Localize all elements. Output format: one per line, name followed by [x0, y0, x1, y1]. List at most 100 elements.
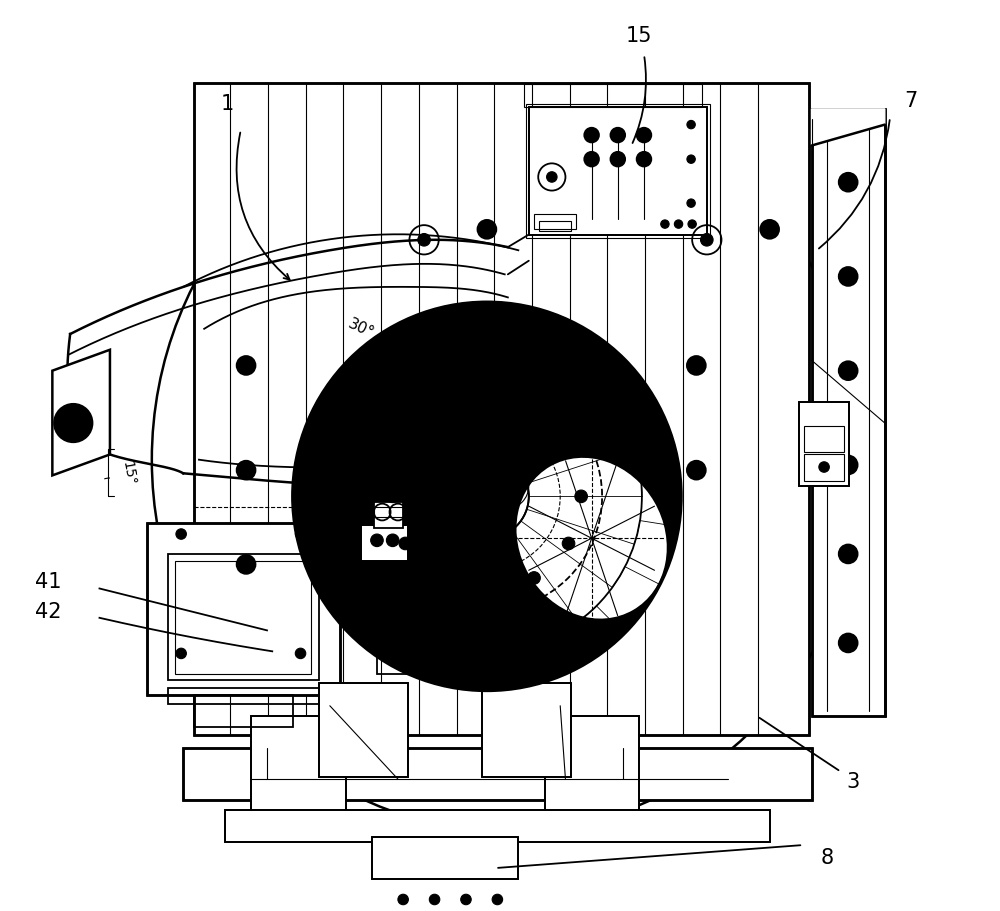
Circle shape — [371, 534, 383, 547]
Text: 15: 15 — [625, 26, 652, 46]
Text: 30°: 30° — [346, 316, 377, 342]
Bar — [251, 716, 346, 821]
Circle shape — [528, 408, 540, 421]
Bar — [175, 561, 311, 674]
Circle shape — [839, 456, 858, 475]
Circle shape — [839, 545, 858, 563]
Bar — [545, 716, 639, 821]
Circle shape — [477, 220, 496, 239]
Bar — [225, 811, 770, 842]
Circle shape — [562, 443, 575, 456]
Text: 1: 1 — [221, 94, 234, 114]
Circle shape — [54, 404, 92, 442]
Bar — [374, 502, 403, 527]
Text: 7: 7 — [904, 90, 918, 110]
Bar — [183, 748, 812, 800]
Circle shape — [688, 220, 696, 229]
Bar — [524, 84, 702, 107]
Bar — [372, 836, 518, 878]
Bar — [183, 748, 812, 800]
Circle shape — [398, 895, 408, 905]
Circle shape — [237, 461, 255, 479]
Bar — [168, 688, 319, 703]
Circle shape — [481, 395, 493, 408]
Bar — [812, 109, 885, 716]
Circle shape — [839, 173, 858, 191]
Circle shape — [760, 220, 779, 239]
Circle shape — [176, 528, 186, 539]
Bar — [529, 107, 707, 234]
Circle shape — [687, 155, 695, 163]
Bar — [804, 455, 844, 481]
Circle shape — [418, 233, 430, 246]
Circle shape — [687, 120, 695, 128]
Polygon shape — [52, 350, 110, 476]
Bar — [482, 682, 571, 777]
Circle shape — [386, 490, 399, 503]
Bar — [194, 83, 809, 735]
Circle shape — [295, 528, 306, 539]
Circle shape — [584, 128, 599, 142]
Bar — [529, 107, 707, 234]
Circle shape — [386, 534, 399, 547]
Circle shape — [575, 490, 587, 503]
Bar — [147, 523, 340, 695]
Circle shape — [458, 467, 516, 526]
Circle shape — [584, 152, 599, 167]
Circle shape — [429, 895, 440, 905]
Bar — [225, 811, 770, 842]
Bar — [534, 213, 576, 230]
Circle shape — [528, 572, 540, 584]
Bar — [526, 104, 710, 238]
Bar — [545, 716, 639, 821]
Text: 15°: 15° — [120, 460, 138, 486]
Bar — [372, 836, 518, 878]
Bar — [374, 507, 403, 517]
Bar — [319, 682, 408, 777]
Bar — [539, 221, 571, 231]
Bar — [168, 554, 319, 680]
Text: B: B — [429, 405, 444, 425]
Bar — [361, 525, 408, 561]
Circle shape — [399, 537, 412, 549]
Circle shape — [481, 584, 493, 597]
Circle shape — [610, 128, 625, 142]
Circle shape — [674, 220, 683, 229]
Text: 3: 3 — [847, 773, 860, 793]
Bar — [482, 682, 571, 777]
Ellipse shape — [516, 457, 668, 619]
Circle shape — [637, 128, 651, 142]
Circle shape — [434, 572, 446, 584]
Bar — [194, 695, 293, 727]
Bar — [377, 638, 429, 674]
Circle shape — [687, 461, 706, 479]
Circle shape — [839, 362, 858, 380]
Circle shape — [547, 172, 557, 182]
Circle shape — [701, 233, 713, 246]
Text: 42: 42 — [35, 601, 61, 621]
Bar — [812, 109, 885, 716]
Polygon shape — [812, 109, 885, 146]
Bar — [361, 525, 408, 561]
Text: 8: 8 — [821, 847, 834, 867]
Circle shape — [237, 356, 255, 374]
Bar — [319, 682, 408, 777]
Circle shape — [839, 267, 858, 286]
Bar — [376, 495, 393, 503]
Circle shape — [399, 443, 412, 456]
Bar — [799, 402, 849, 486]
Circle shape — [295, 648, 306, 659]
Circle shape — [176, 648, 186, 659]
Bar — [799, 402, 849, 486]
Bar — [194, 83, 809, 735]
Bar — [435, 638, 487, 674]
Circle shape — [461, 895, 471, 905]
Circle shape — [661, 220, 669, 229]
Circle shape — [819, 462, 829, 472]
Circle shape — [637, 152, 651, 167]
Circle shape — [492, 895, 503, 905]
Bar — [372, 486, 398, 505]
Circle shape — [687, 199, 695, 208]
Bar — [147, 523, 340, 695]
Circle shape — [291, 301, 683, 692]
